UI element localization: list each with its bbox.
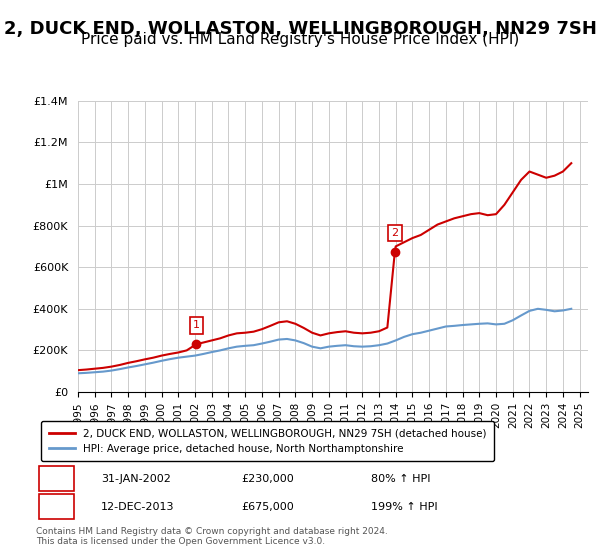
Text: 2: 2	[391, 228, 398, 238]
Text: 1: 1	[193, 320, 200, 330]
Text: 31-JAN-2002: 31-JAN-2002	[101, 474, 170, 484]
Text: £675,000: £675,000	[241, 502, 294, 512]
Text: £230,000: £230,000	[241, 474, 294, 484]
FancyBboxPatch shape	[39, 494, 74, 519]
Text: Contains HM Land Registry data © Crown copyright and database right 2024.
This d: Contains HM Land Registry data © Crown c…	[36, 526, 388, 546]
FancyBboxPatch shape	[39, 466, 74, 491]
Legend: 2, DUCK END, WOLLASTON, WELLINGBOROUGH, NN29 7SH (detached house), HPI: Average : 2, DUCK END, WOLLASTON, WELLINGBOROUGH, …	[41, 421, 494, 461]
Text: 2: 2	[53, 502, 60, 512]
Text: 2, DUCK END, WOLLASTON, WELLINGBOROUGH, NN29 7SH: 2, DUCK END, WOLLASTON, WELLINGBOROUGH, …	[4, 20, 596, 38]
Text: 12-DEC-2013: 12-DEC-2013	[101, 502, 175, 512]
Text: Price paid vs. HM Land Registry's House Price Index (HPI): Price paid vs. HM Land Registry's House …	[81, 32, 519, 48]
Text: 199% ↑ HPI: 199% ↑ HPI	[371, 502, 437, 512]
Text: 80% ↑ HPI: 80% ↑ HPI	[371, 474, 430, 484]
Text: 1: 1	[53, 474, 60, 484]
